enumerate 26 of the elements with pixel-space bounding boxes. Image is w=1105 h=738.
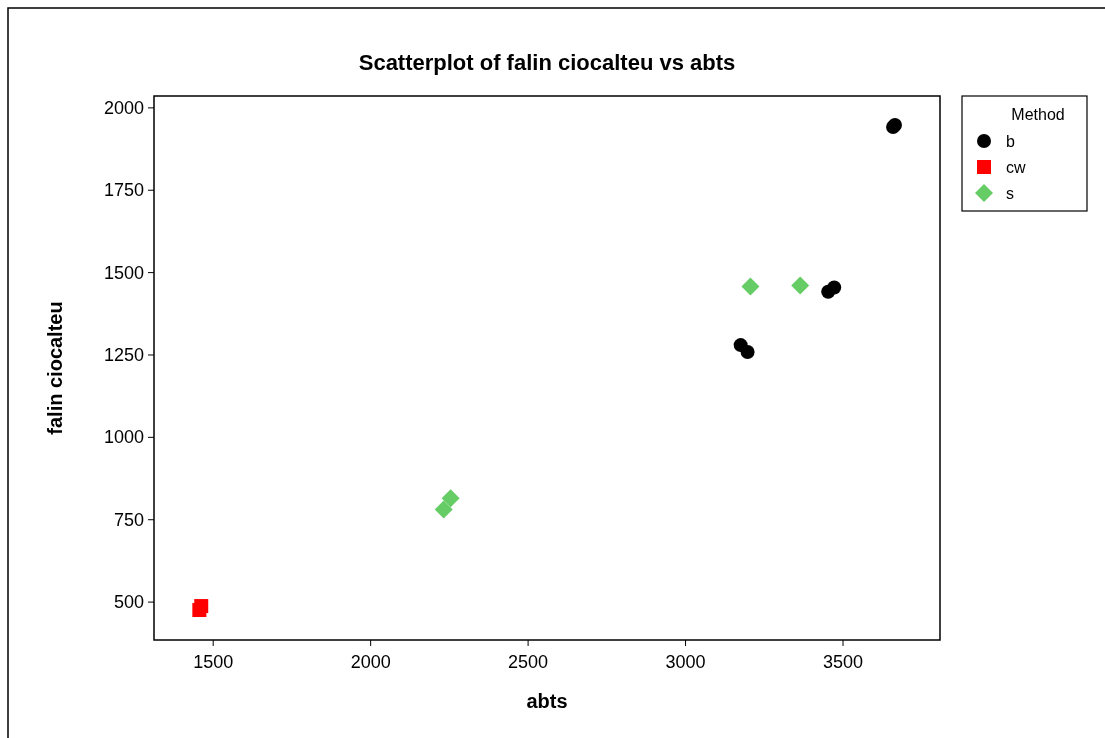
x-tick-label: 3500 [822,652,864,672]
legend-label: b [1006,133,1015,150]
point [441,489,460,508]
x-axis-title: abts [526,690,568,712]
point [740,345,755,360]
legend-label: cw [1006,159,1026,176]
x-tick-label: 3000 [665,652,706,672]
y-tick-label: 500 [113,592,144,613]
legend-label: s [1006,185,1014,202]
point [741,277,760,296]
chart-title: Scatterplot of falin ciocalteu vs abts [358,50,736,75]
y-tick-label: 1750 [103,180,144,201]
point [434,500,453,519]
y-tick-label: 1250 [103,344,144,365]
point [791,276,810,295]
x-tick-label: 2000 [350,652,391,672]
x-tick-label: 1500 [193,652,234,672]
y-tick-label: 750 [113,509,144,530]
legend-title: Method [1011,106,1065,123]
point [194,599,209,614]
y-tick-label: 1000 [103,427,144,448]
y-tick-label: 2000 [103,97,144,118]
y-axis-title: falin ciocalteu [44,301,66,435]
x-tick-label: 2500 [508,652,549,672]
point [827,280,842,295]
y-tick-label: 1500 [103,262,144,283]
